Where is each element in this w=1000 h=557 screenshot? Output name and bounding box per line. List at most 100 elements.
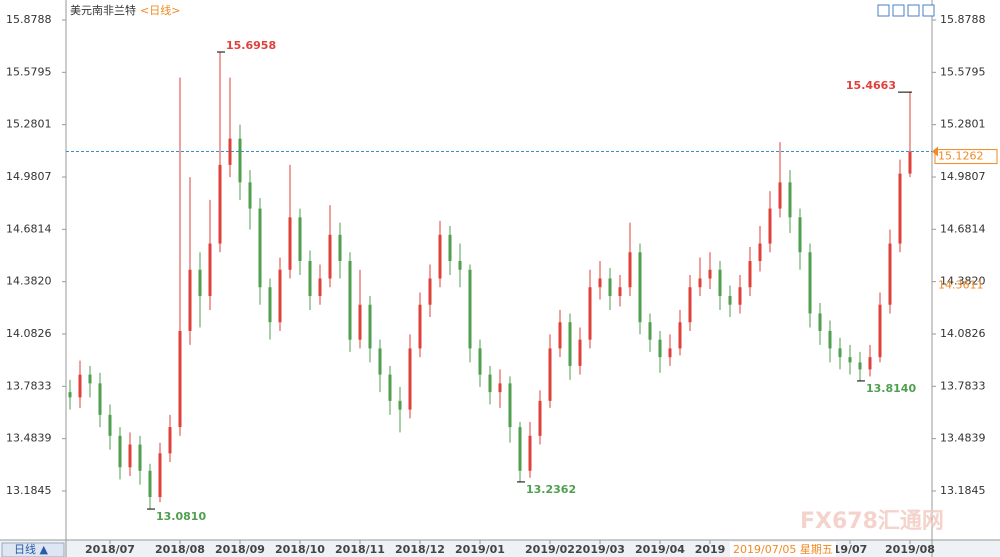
body [788,182,792,218]
body [528,435,532,471]
body [208,243,212,296]
body [468,269,472,349]
tool-button[interactable] [892,4,905,17]
x-tick-label: 19/07 [833,543,868,556]
tool-button[interactable] [877,4,890,17]
body [348,261,352,340]
y-tick-label: 15.8788 [940,13,986,26]
x-tick-label: 2019/02 [525,543,575,556]
body [388,374,392,401]
body [288,217,292,270]
body [868,357,872,370]
body [328,234,332,279]
y-tick-label: 13.7833 [940,379,986,392]
body [808,252,812,314]
body [438,234,442,279]
y-tick-label: 15.5795 [940,65,986,78]
body [838,348,842,358]
body [748,261,752,288]
extreme-label: 13.2362 [526,483,576,496]
body [638,252,642,323]
body [798,217,802,253]
body [238,138,242,183]
body [628,252,632,288]
y-tick-label: 14.9807 [940,170,986,183]
y-tick-label: 13.7833 [6,379,52,392]
body [268,287,272,323]
body [658,339,662,358]
body [308,261,312,296]
body [458,261,462,270]
body [148,470,152,497]
x-tick-label: 2019/03 [575,543,625,556]
body [218,164,222,244]
body [548,348,552,401]
body [498,383,502,393]
body [408,348,412,410]
y-tick-label: 14.6814 [940,222,986,235]
tool-button[interactable] [922,4,935,17]
x-tick-label: 2019/01 [455,543,505,556]
y-tick-label: 15.2801 [940,118,986,131]
body [538,400,542,436]
y-tick-label: 13.1845 [6,484,52,497]
body [398,400,402,410]
period-button[interactable] [1,542,65,557]
x-tick-label: 2018/10 [275,543,325,556]
current-price-box [934,149,998,165]
body [98,383,102,415]
body [818,313,822,331]
body [878,304,882,358]
chart-subtitle: <日线> [140,3,180,17]
body [718,269,722,296]
period-button-label[interactable]: 日线 ▲ [14,542,48,556]
body [828,330,832,349]
body [138,444,142,471]
body [738,287,742,305]
body [198,269,202,296]
current-price-label: 15.1262 [938,150,984,163]
extreme-label: 15.4663 [846,79,896,92]
body [418,304,422,349]
body [108,414,112,436]
tool-button[interactable] [907,4,920,17]
x-tick-label: 2018/09 [215,543,265,556]
y-tick-label: 13.4839 [940,432,986,445]
y-tick-label: 15.8788 [6,13,52,26]
body [278,269,282,323]
body [128,444,132,468]
body [178,330,182,428]
body [668,348,672,358]
y-tick-label: 15.2801 [6,118,52,131]
body [508,383,512,428]
body [698,278,702,288]
x-tick-label: 2018/11 [335,543,385,556]
chart-title: 美元南非兰特 [70,3,136,17]
body [88,374,92,384]
body [708,269,712,279]
body [768,208,772,244]
body [68,392,72,398]
body [678,322,682,349]
extreme-label: 15.6958 [226,39,276,52]
body [518,427,522,471]
y-tick-label: 14.0826 [940,327,986,340]
body [378,348,382,375]
body [448,234,452,262]
crosshair-value: 14.3611 [938,278,984,291]
body [898,173,902,244]
x-tick-label: 2018/08 [155,543,205,556]
y-tick-label: 14.6814 [6,222,52,235]
crosshair-date: 2019/07/05 星期五 [733,543,833,556]
body [608,278,612,296]
body [318,278,322,296]
toolbar[interactable] [877,4,935,17]
y-tick-label: 14.0826 [6,327,52,340]
body [598,278,602,288]
body [298,217,302,262]
body [478,348,482,375]
y-tick-label: 14.3820 [940,275,986,288]
body [338,234,342,262]
